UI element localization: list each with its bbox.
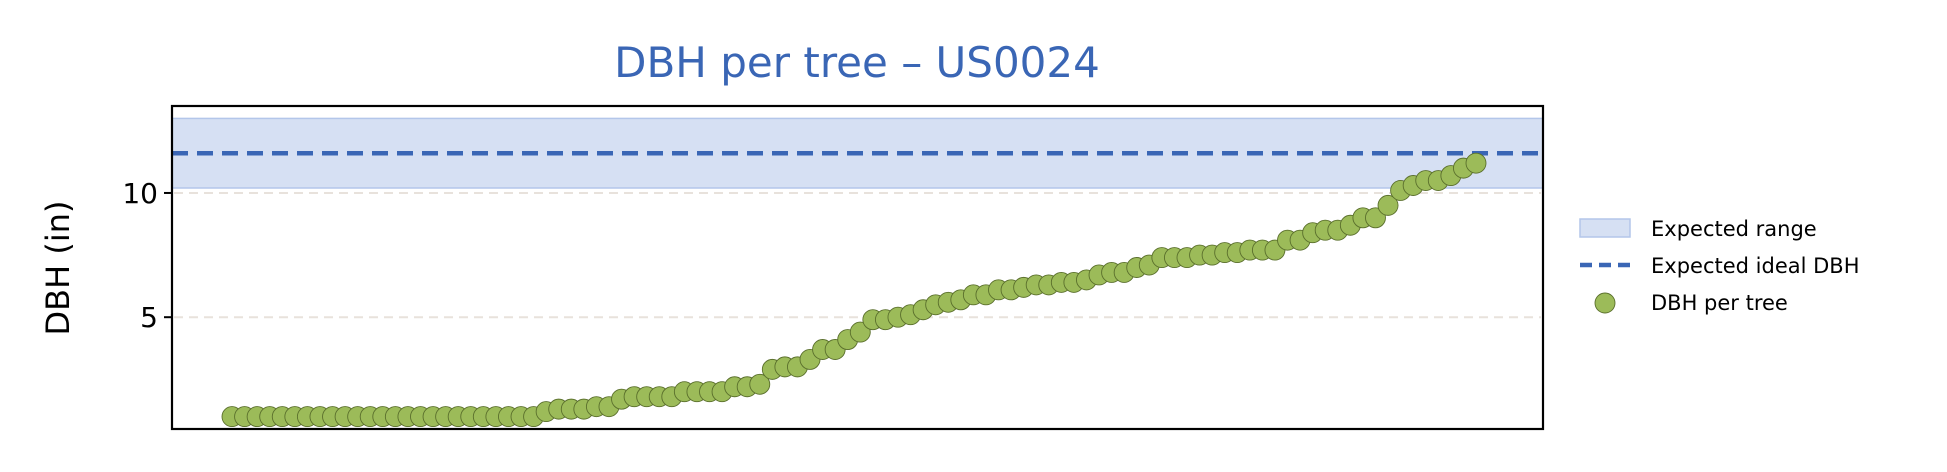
legend-label-dbh-per-tree: DBH per tree (1651, 291, 1788, 315)
legend-label-expected-range: Expected range (1651, 217, 1817, 241)
y-tick-label: 5 (140, 301, 158, 334)
data-point (749, 373, 771, 395)
data-point (1377, 194, 1399, 216)
y-axis-label: DBH (in) (39, 201, 77, 336)
gridlines (174, 191, 1541, 319)
chart-title: DBH per tree – US0024 (614, 38, 1100, 87)
data-points (221, 152, 1487, 428)
legend: Expected range Expected ideal DBH DBH pe… (1579, 217, 1859, 315)
y-axis: 5 10 (122, 177, 172, 334)
plot-frame (170, 104, 1545, 431)
legend-label-expected-ideal: Expected ideal DBH (1651, 254, 1859, 278)
y-tick-label: 10 (122, 177, 158, 210)
data-point (849, 321, 871, 343)
data-point (1465, 152, 1487, 174)
legend-marker-swatch (1594, 292, 1616, 314)
legend-band-swatch (1579, 218, 1631, 238)
plot-area (171, 106, 1544, 429)
data-point (1365, 207, 1386, 229)
